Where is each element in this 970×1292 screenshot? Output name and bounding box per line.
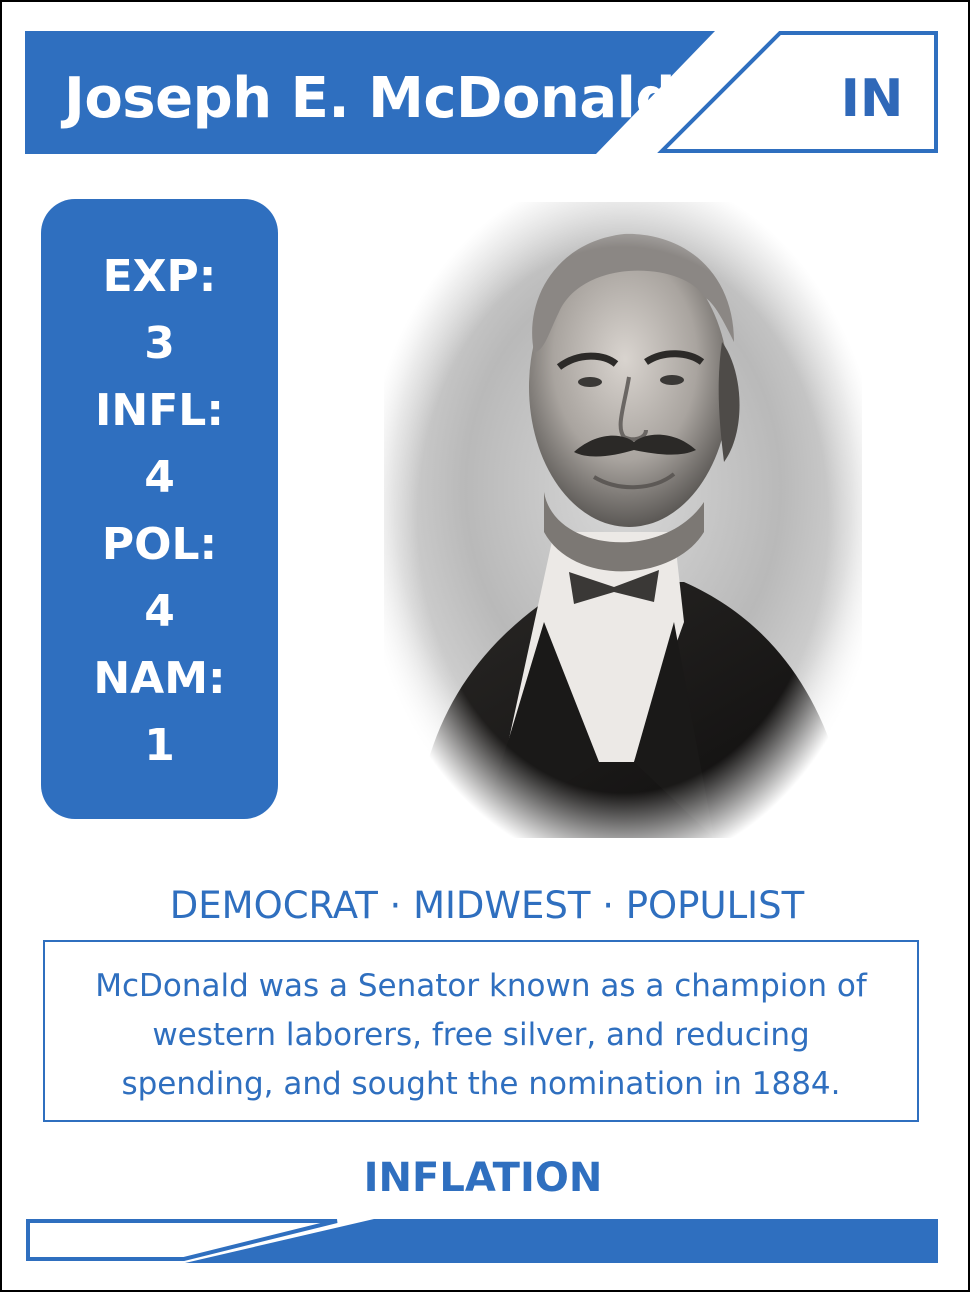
stat-exp-label: EXP: <box>102 251 217 302</box>
state-code: IN <box>840 69 904 129</box>
name-banner-shape <box>25 31 715 154</box>
stat-nam-label: NAM: <box>93 653 226 704</box>
candidate-portrait <box>384 202 862 838</box>
ability-label: INFLATION <box>363 1155 603 1201</box>
stat-infl-label: INFL: <box>95 385 224 436</box>
footer-outline-shape <box>26 1219 338 1261</box>
stats-panel: EXP: 3 INFL: 4 POL: 4 NAM: 1 <box>41 199 278 819</box>
bio-box: McDonald was a Senator known as a champi… <box>43 940 919 1122</box>
candidate-name: Joseph E. McDonald <box>64 66 675 131</box>
affiliation-tags: DEMOCRAT · MIDWEST · POPULIST <box>169 884 805 927</box>
state-banner-outline <box>657 31 938 153</box>
stat-pol-value: 4 <box>144 586 175 637</box>
bio-text: McDonald was a Senator known as a champi… <box>95 968 867 1102</box>
stat-infl-value: 4 <box>144 452 175 503</box>
footer-fill-shape <box>185 1219 938 1263</box>
stat-nam-value: 1 <box>144 720 175 771</box>
stat-exp-value: 3 <box>144 318 175 369</box>
stat-pol-label: POL: <box>101 519 218 570</box>
header-banner <box>25 31 938 154</box>
footer-banner <box>26 1219 938 1263</box>
